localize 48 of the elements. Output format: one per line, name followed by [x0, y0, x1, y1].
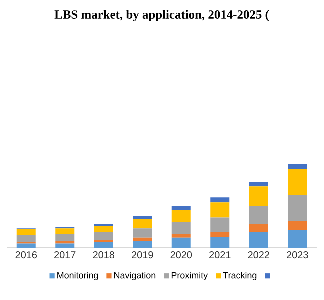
- bar: [172, 238, 191, 248]
- bar: [288, 164, 308, 170]
- bar: [210, 218, 230, 232]
- bar: [288, 169, 308, 196]
- bar: [94, 232, 114, 240]
- bar: [172, 234, 191, 238]
- chart-title: LBS market, by application, 2014-2025 (: [54, 10, 270, 22]
- legend-label: Proximity: [172, 272, 208, 280]
- bar: [94, 242, 114, 248]
- x-tick-label: 2017: [54, 252, 76, 259]
- bar: [288, 195, 308, 222]
- legend-label: Tracking: [223, 272, 257, 280]
- bar: [56, 241, 75, 244]
- bar: [133, 216, 152, 220]
- bar: [172, 210, 191, 222]
- x-tick-label: 2019: [132, 252, 154, 259]
- bar: [133, 219, 152, 229]
- bar: [288, 221, 308, 230]
- bar: [16, 230, 36, 236]
- bar: [288, 230, 308, 248]
- bar: [16, 244, 36, 248]
- bar: [249, 224, 268, 232]
- x-tick-label: 2018: [93, 252, 115, 259]
- bar: [56, 244, 75, 248]
- x-tick-label: 2020: [170, 252, 192, 259]
- bar: [133, 238, 152, 242]
- bar: [172, 222, 191, 235]
- x-tick-label: 2021: [210, 252, 231, 259]
- x-tick-label: 2023: [287, 252, 308, 259]
- bar: [16, 235, 36, 242]
- x-tick-label: 2016: [16, 252, 38, 259]
- bar: [172, 206, 191, 210]
- bar: [210, 198, 230, 203]
- legend-label: Navigation: [114, 272, 156, 280]
- bar: [249, 206, 268, 224]
- bar: [210, 232, 230, 238]
- bar: [210, 202, 230, 218]
- bar: [249, 182, 268, 187]
- bar: [133, 228, 152, 238]
- bar: [210, 237, 230, 248]
- x-tick-label: 2022: [248, 252, 270, 259]
- legend-label: Monitoring: [58, 272, 98, 280]
- bar: [133, 241, 152, 248]
- bar: [56, 234, 75, 242]
- bar: [94, 226, 114, 232]
- bar: [249, 232, 268, 248]
- bar: [249, 186, 268, 206]
- bar: [56, 228, 75, 235]
